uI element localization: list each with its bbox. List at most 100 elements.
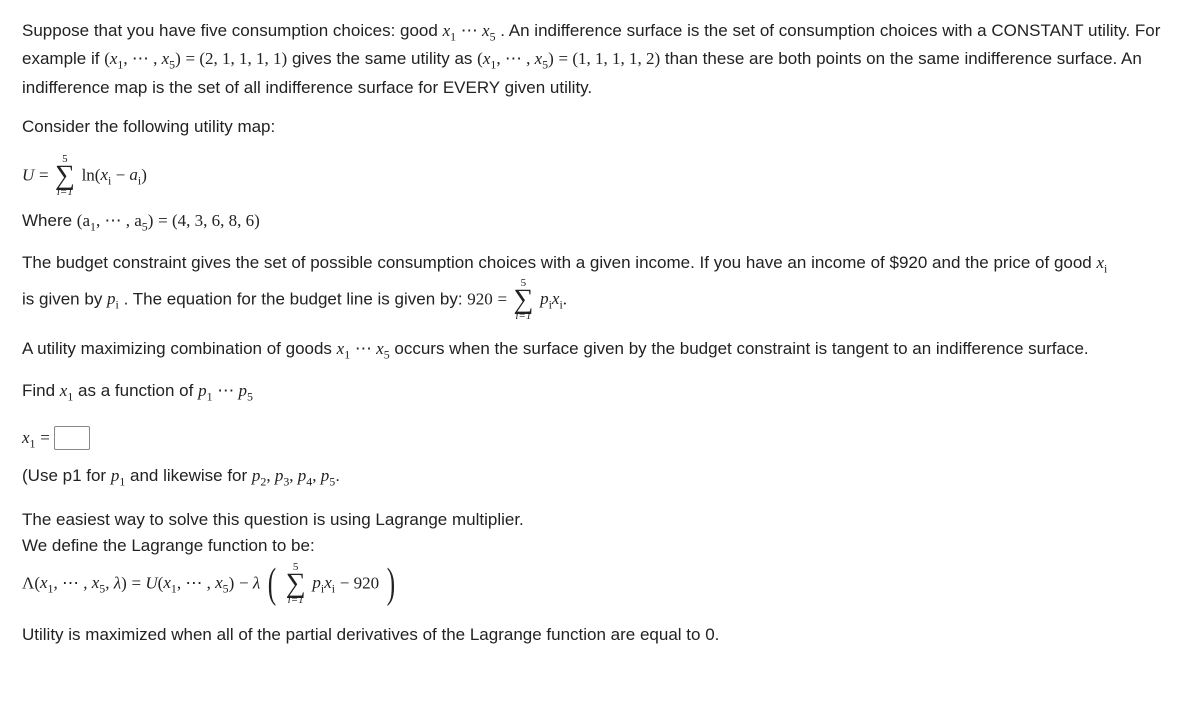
paren: (a — [77, 211, 90, 230]
p1: p1 — [111, 466, 125, 485]
text: . The equation for the budget line is gi… — [124, 289, 468, 308]
close: ) — [141, 165, 147, 184]
lagrange-equation: Λ(x1, ⋯ , x5, λ) = U(x1, ⋯ , x5) − λ ( 5… — [22, 562, 1178, 606]
var: x1 — [483, 49, 497, 68]
p5: p5 — [239, 381, 253, 400]
num: 920 — [467, 289, 493, 308]
Lambda: Λ — [22, 573, 34, 592]
sep: , ⋯ , — [496, 49, 534, 68]
pi: pi — [540, 289, 552, 308]
var: x5 — [535, 49, 549, 68]
use-line: (Use p1 for p1 and likewise for p2, p3, … — [22, 463, 1178, 491]
close: ) — [148, 211, 154, 230]
text: as a function of — [78, 381, 198, 400]
intro-paragraph: Suppose that you have five consumption c… — [22, 18, 1178, 100]
p3: p3 — [275, 466, 289, 485]
sigma: 5 ∑ i=1 — [286, 562, 306, 606]
lagrange-intro-2: We define the Lagrange function to be: — [22, 533, 1178, 559]
sep: , ⋯ , a — [96, 211, 142, 230]
lagrange-intro-1: The easiest way to solve this question i… — [22, 507, 1178, 533]
var: x1 — [110, 49, 124, 68]
U: U — [145, 573, 157, 592]
tuple-close: ) — [548, 49, 554, 68]
equals: = — [558, 49, 572, 68]
num: 920 — [354, 573, 380, 592]
answer-line: x1 = — [22, 425, 1178, 453]
text: gives the same utility as — [292, 49, 477, 68]
c: , — [266, 466, 275, 485]
x1: x1 — [163, 573, 177, 592]
end: . — [335, 466, 340, 485]
ln: ln( — [82, 165, 101, 184]
var-U: U — [22, 165, 34, 184]
p1: p1 — [198, 381, 212, 400]
var: x5 — [162, 49, 176, 68]
sep: , ⋯ , — [177, 573, 215, 592]
find-line: Find x1 as a function of p1 ⋯ p5 — [22, 378, 1178, 406]
equals: = — [39, 165, 53, 184]
pi: pi — [107, 289, 119, 308]
xi: xi — [100, 165, 111, 184]
sigma-symbol: ∑ — [286, 573, 306, 595]
vec1: (2, 1, 1, 1, 1) — [199, 49, 287, 68]
c: , — [105, 573, 114, 592]
c: , — [289, 466, 298, 485]
minus: − — [340, 573, 354, 592]
text: The budget constraint gives the set of p… — [22, 253, 1097, 272]
equals: = — [40, 428, 54, 447]
sigma-symbol: ∑ — [513, 289, 533, 311]
umax-paragraph: A utility maximizing combination of good… — [22, 336, 1178, 364]
x5: x5 — [92, 573, 106, 592]
rp: ) — [229, 573, 235, 592]
sigma-bot: i=1 — [55, 187, 75, 198]
x5: x5 — [376, 339, 390, 358]
dots: ⋯ — [217, 381, 238, 400]
var-x1: x1 — [443, 21, 457, 40]
x1: x1 — [337, 339, 351, 358]
where-line: Where (a1, ⋯ , a5) = (4, 3, 6, 8, 6) — [22, 208, 1178, 236]
utility-equation: U = 5 ∑ i=1 ln(xi − ai) — [22, 154, 1178, 198]
text: Find — [22, 381, 60, 400]
vector: (4, 3, 6, 8, 6) — [172, 211, 260, 230]
equals: = — [186, 49, 200, 68]
big-paren-right: ) — [387, 566, 395, 602]
equals: = — [498, 289, 512, 308]
answer-input[interactable] — [54, 426, 90, 450]
p5: p5 — [321, 466, 335, 485]
sigma-bot: i=1 — [286, 595, 306, 606]
x5: x5 — [215, 573, 229, 592]
sep: , ⋯ , — [54, 573, 92, 592]
minus: − — [111, 165, 129, 184]
dots: ⋯ — [461, 21, 482, 40]
xi: xi — [324, 573, 335, 592]
x1: x1 — [60, 381, 74, 400]
p4: p4 — [298, 466, 312, 485]
minus: − — [239, 573, 253, 592]
var-x5: x5 — [482, 21, 496, 40]
p2: p2 — [252, 466, 266, 485]
ai: ai — [129, 165, 141, 184]
text: Suppose that you have five consumption c… — [22, 21, 443, 40]
x1: x1 — [40, 573, 54, 592]
equals: = — [132, 573, 146, 592]
sigma-bot: i=1 — [513, 311, 533, 322]
budget-paragraph: The budget constraint gives the set of p… — [22, 250, 1178, 322]
xi: xi — [552, 289, 563, 308]
sigma: 5 ∑ i=1 — [55, 154, 75, 198]
text: A utility maximizing combination of good… — [22, 339, 337, 358]
text: is given by — [22, 289, 107, 308]
equals: = — [158, 211, 172, 230]
pi: pi — [312, 573, 324, 592]
tuple-close: ) — [175, 49, 181, 68]
big-paren-left: ( — [268, 566, 276, 602]
text: occurs when the surface given by the bud… — [394, 339, 1088, 358]
text: Where — [22, 211, 77, 230]
text: (Use p1 for — [22, 466, 111, 485]
consider-line: Consider the following utility map: — [22, 114, 1178, 140]
rp: ) — [121, 573, 127, 592]
final-line: Utility is maximized when all of the par… — [22, 622, 1178, 648]
vec2: (1, 1, 1, 1, 2) — [572, 49, 660, 68]
sigma-symbol: ∑ — [55, 165, 75, 187]
x1: x1 — [22, 428, 36, 447]
c: , — [312, 466, 321, 485]
